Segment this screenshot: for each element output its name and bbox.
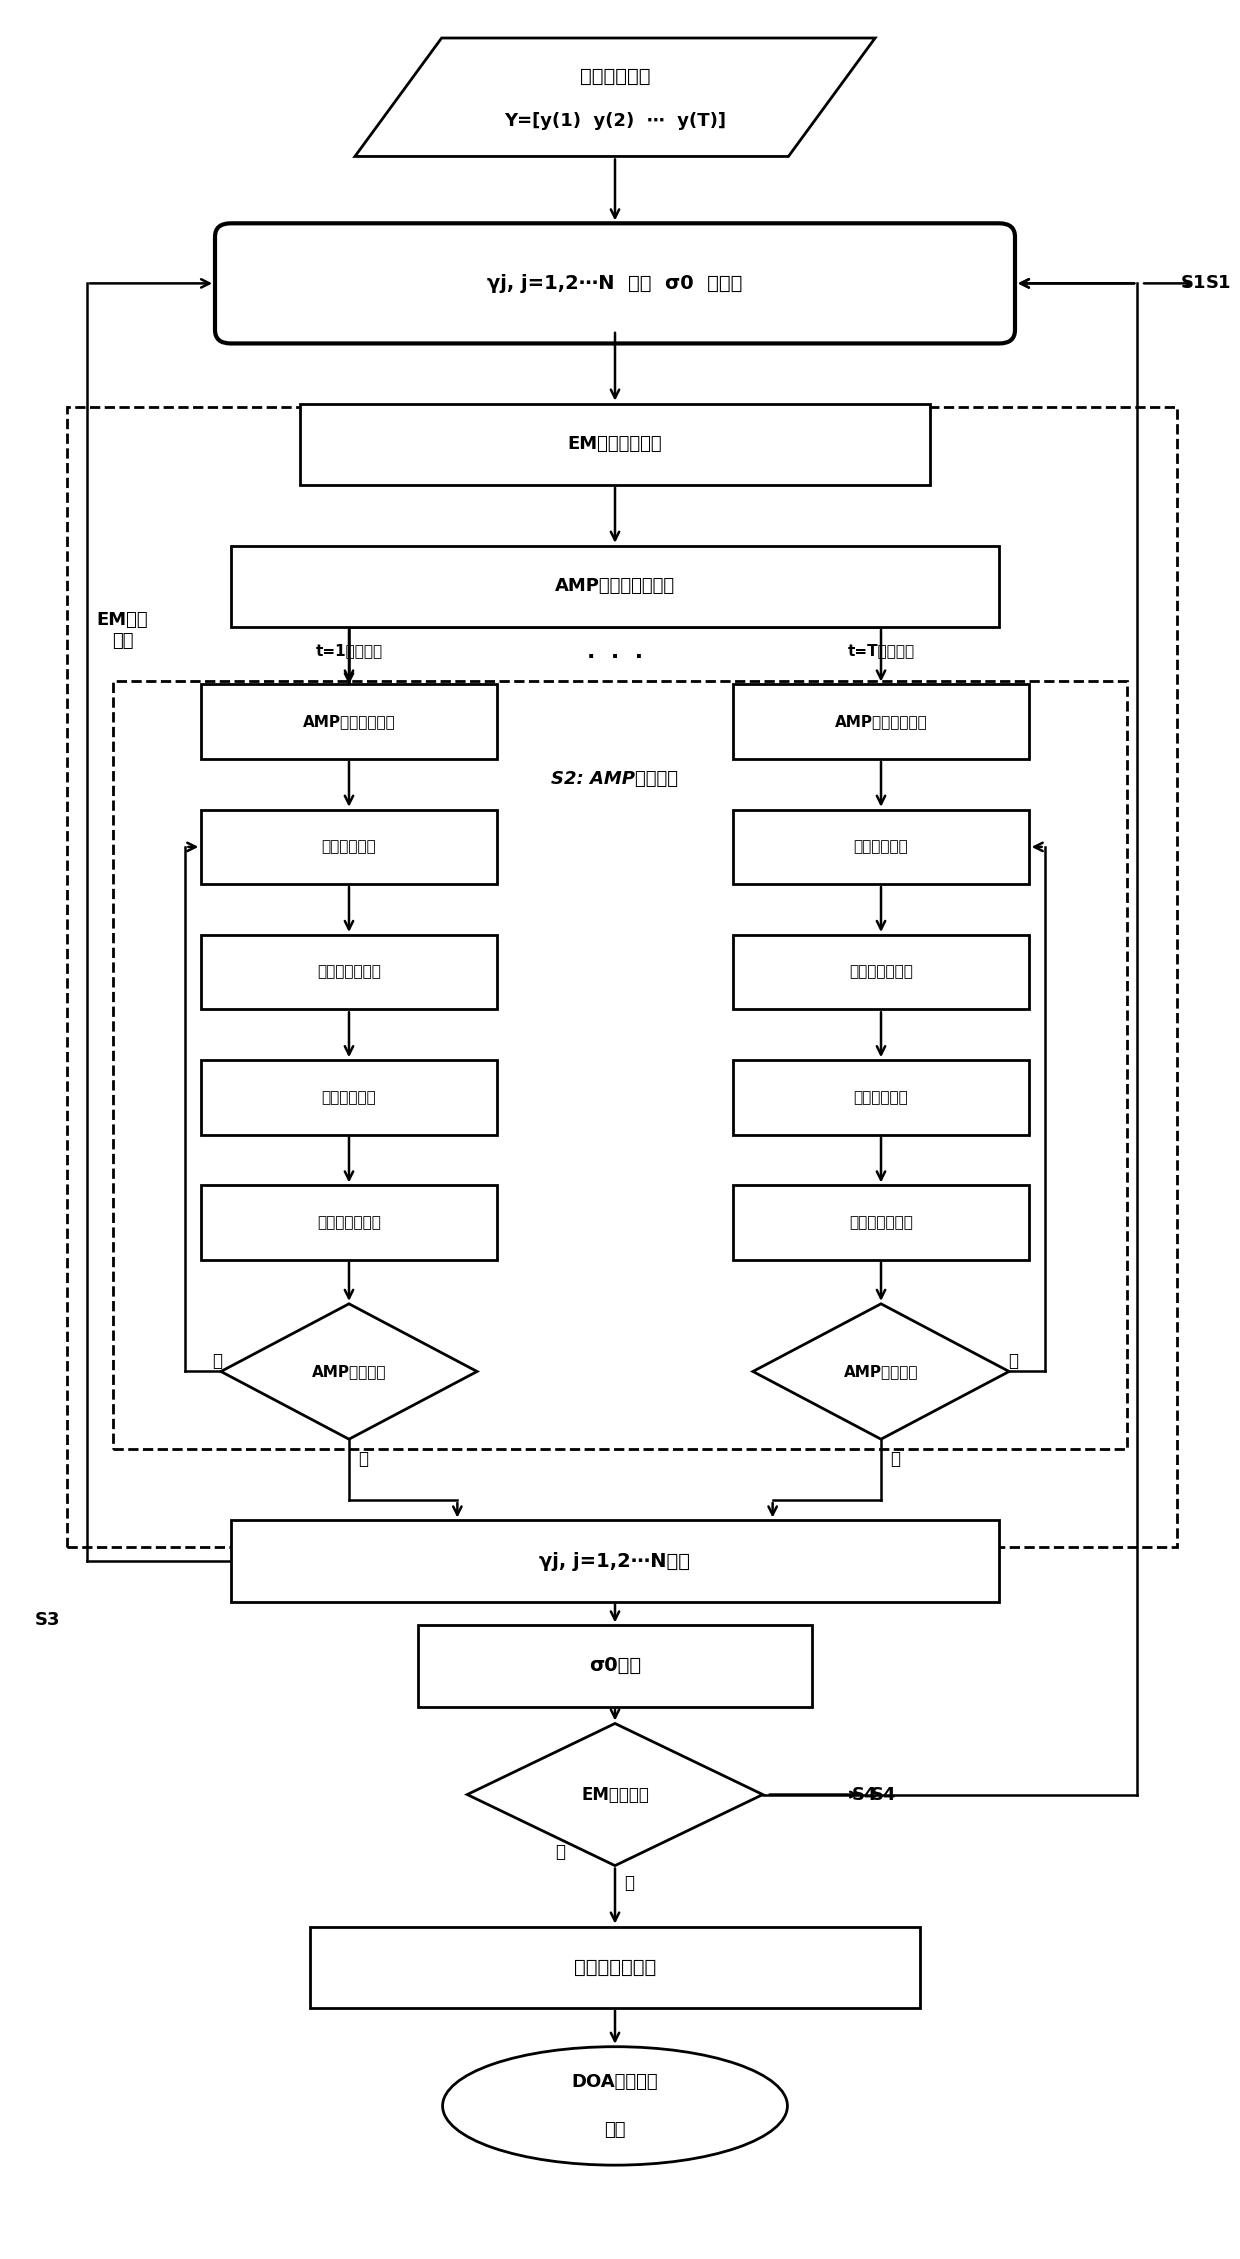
- Bar: [733, 809, 1029, 883]
- Text: 非线性输入步骤: 非线性输入步骤: [317, 1215, 381, 1231]
- Text: γj, j=1,2⋯N  以及  σ0  初始化: γj, j=1,2⋯N 以及 σ0 初始化: [487, 273, 743, 294]
- Text: 非线性输出步骤: 非线性输出步骤: [849, 965, 913, 980]
- Text: γj, j=1,2⋯N更新: γj, j=1,2⋯N更新: [539, 1552, 691, 1570]
- Text: DOA估计算法: DOA估计算法: [572, 2074, 658, 2092]
- Polygon shape: [221, 1303, 477, 1439]
- Polygon shape: [355, 38, 875, 156]
- Text: S4: S4: [852, 1785, 877, 1803]
- Text: 线性输出步骤: 线性输出步骤: [853, 840, 909, 854]
- Bar: [113, 680, 1127, 1450]
- Text: AMP收敛判断: AMP收敛判断: [311, 1364, 386, 1378]
- Bar: [231, 1520, 999, 1602]
- Bar: [201, 1186, 497, 1261]
- Text: 非线性输入步骤: 非线性输入步骤: [849, 1215, 913, 1231]
- Text: 结束: 结束: [604, 2121, 626, 2139]
- Bar: [733, 935, 1029, 1010]
- Text: EM算法
循环: EM算法 循环: [97, 610, 149, 651]
- Text: 是: 是: [624, 1873, 634, 1891]
- Text: EM收敛判断: EM收敛判断: [582, 1785, 649, 1803]
- Bar: [733, 1059, 1029, 1134]
- Bar: [201, 809, 497, 883]
- Text: S2: AMP算法循环: S2: AMP算法循环: [552, 770, 678, 788]
- Text: S3: S3: [35, 1611, 61, 1629]
- Text: Y=[y(1)  y(2)  ⋯  y(T)]: Y=[y(1) y(2) ⋯ y(T)]: [503, 113, 725, 131]
- Text: 空间谱峰值检测: 空间谱峰值检测: [574, 1959, 656, 1977]
- Text: 线性输入步骤: 线性输入步骤: [321, 1089, 377, 1105]
- Bar: [310, 1927, 920, 2008]
- Bar: [201, 935, 497, 1010]
- Text: t=1时刻数据: t=1时刻数据: [315, 644, 383, 657]
- Text: S1: S1: [1207, 273, 1231, 291]
- Text: 是: 是: [890, 1450, 900, 1468]
- Bar: [67, 407, 1177, 1547]
- Text: 非线性输出步骤: 非线性输出步骤: [317, 965, 381, 980]
- Text: AMP算法参数初始化: AMP算法参数初始化: [556, 578, 675, 596]
- Text: ·  ·  ·: · · ·: [587, 648, 644, 666]
- Bar: [418, 1624, 812, 1706]
- Text: 否: 否: [212, 1353, 222, 1371]
- Text: 否: 否: [1008, 1353, 1018, 1371]
- Text: t=T时刻数据: t=T时刻数据: [847, 644, 915, 657]
- Bar: [231, 547, 999, 628]
- Polygon shape: [467, 1724, 763, 1866]
- Text: 线性输出步骤: 线性输出步骤: [321, 840, 377, 854]
- Text: EM算法循环开始: EM算法循环开始: [568, 436, 662, 454]
- Text: S4: S4: [872, 1785, 897, 1803]
- Text: 线性输入步骤: 线性输入步骤: [853, 1089, 909, 1105]
- Bar: [733, 1186, 1029, 1261]
- Ellipse shape: [443, 2047, 787, 2164]
- Text: 是: 是: [358, 1450, 368, 1468]
- Text: AMP收敛判断: AMP收敛判断: [843, 1364, 919, 1378]
- Text: 雷达回波数据: 雷达回波数据: [580, 68, 650, 86]
- Bar: [201, 684, 497, 759]
- Bar: [300, 404, 930, 486]
- Text: AMP算法循环开始: AMP算法循环开始: [303, 714, 396, 730]
- Text: σ0更新: σ0更新: [589, 1656, 641, 1676]
- Bar: [201, 1059, 497, 1134]
- FancyBboxPatch shape: [215, 224, 1016, 343]
- Bar: [733, 684, 1029, 759]
- Text: 否: 否: [554, 1843, 565, 1861]
- Text: S1: S1: [1180, 273, 1207, 291]
- Text: AMP算法循环开始: AMP算法循环开始: [835, 714, 928, 730]
- Polygon shape: [753, 1303, 1009, 1439]
